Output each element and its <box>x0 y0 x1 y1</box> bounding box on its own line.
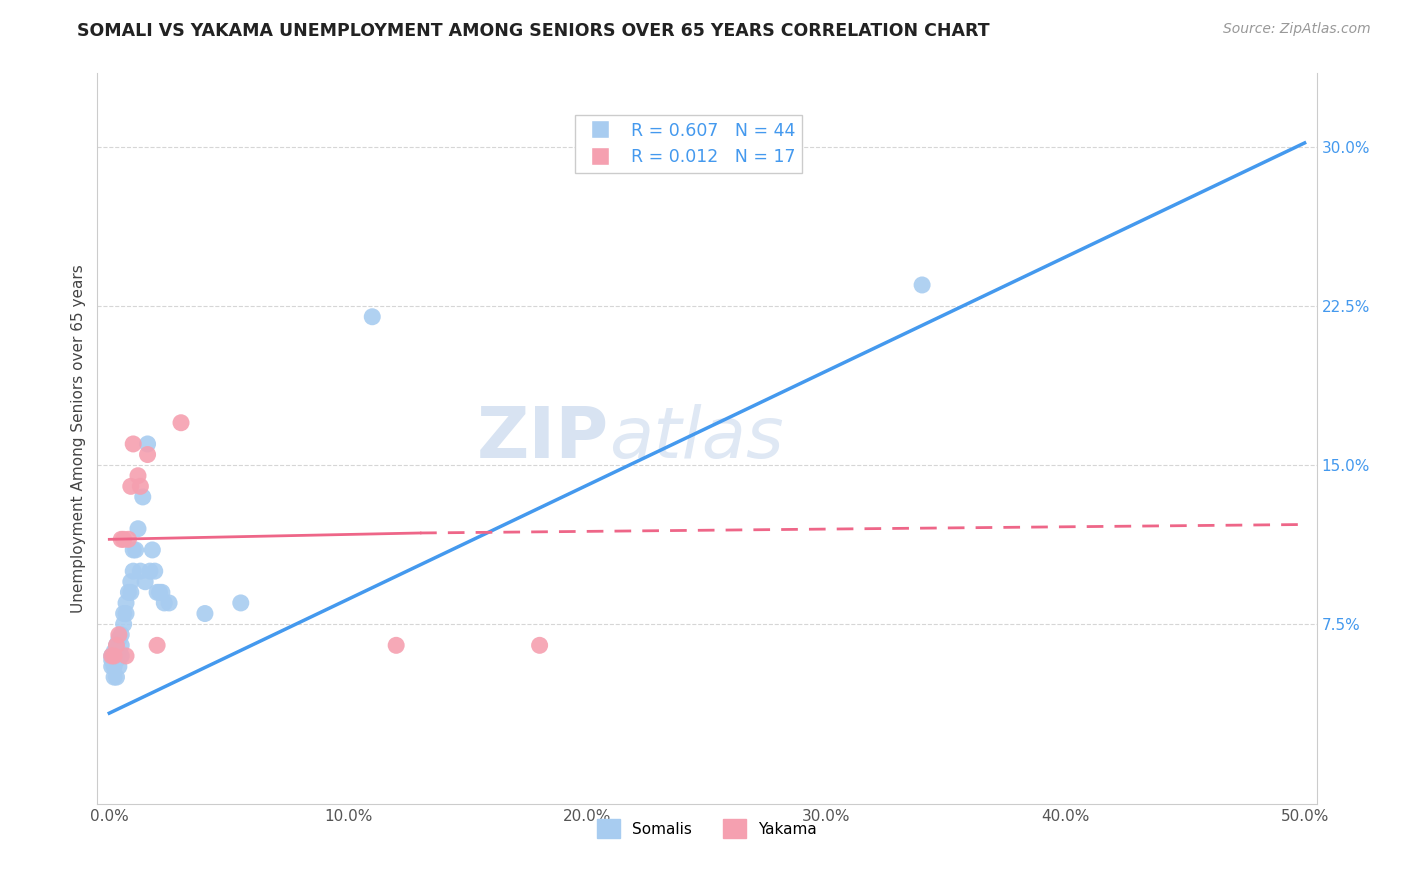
Point <box>127 522 149 536</box>
Point <box>115 607 138 621</box>
Point <box>105 638 128 652</box>
Point <box>120 585 142 599</box>
Point <box>136 448 159 462</box>
Point <box>103 648 125 663</box>
Point <box>361 310 384 324</box>
Point <box>136 437 159 451</box>
Point <box>120 574 142 589</box>
Point <box>122 437 145 451</box>
Point <box>108 659 131 673</box>
Text: SOMALI VS YAKAMA UNEMPLOYMENT AMONG SENIORS OVER 65 YEARS CORRELATION CHART: SOMALI VS YAKAMA UNEMPLOYMENT AMONG SENI… <box>77 22 990 40</box>
Point <box>129 479 152 493</box>
Point <box>911 277 934 292</box>
Legend: Somalis, Yakama: Somalis, Yakama <box>591 814 823 844</box>
Point <box>110 533 132 547</box>
Point <box>148 585 170 599</box>
Point <box>132 490 155 504</box>
Point <box>157 596 180 610</box>
Point <box>529 638 551 652</box>
Point <box>150 585 173 599</box>
Point <box>117 585 139 599</box>
Point <box>122 564 145 578</box>
Point <box>134 574 156 589</box>
Point <box>108 628 131 642</box>
Point <box>129 564 152 578</box>
Point <box>122 543 145 558</box>
Point <box>146 638 169 652</box>
Point <box>170 416 193 430</box>
Point <box>112 533 135 547</box>
Point <box>100 653 122 667</box>
Point <box>229 596 252 610</box>
Point <box>110 638 132 652</box>
Point <box>139 564 162 578</box>
Text: ZIP: ZIP <box>477 404 609 473</box>
Point <box>127 468 149 483</box>
Point <box>110 628 132 642</box>
Point <box>103 670 125 684</box>
Point <box>110 648 132 663</box>
Point <box>105 670 128 684</box>
Point <box>108 645 131 659</box>
Y-axis label: Unemployment Among Seniors over 65 years: Unemployment Among Seniors over 65 years <box>72 264 86 613</box>
Point <box>103 648 125 663</box>
Point <box>103 645 125 659</box>
Point <box>141 543 163 558</box>
Point <box>115 596 138 610</box>
Point <box>103 659 125 673</box>
Point <box>194 607 217 621</box>
Point <box>124 543 146 558</box>
Point <box>105 648 128 663</box>
Point <box>108 632 131 646</box>
Point <box>100 659 122 673</box>
Point <box>112 607 135 621</box>
Point <box>143 564 166 578</box>
Point <box>105 638 128 652</box>
Text: Source: ZipAtlas.com: Source: ZipAtlas.com <box>1223 22 1371 37</box>
Point <box>100 648 122 663</box>
Point <box>115 648 138 663</box>
Text: atlas: atlas <box>609 404 785 473</box>
Point <box>112 617 135 632</box>
Point <box>385 638 408 652</box>
Point <box>146 585 169 599</box>
Point <box>100 648 122 663</box>
Point <box>153 596 176 610</box>
Point <box>105 653 128 667</box>
Point <box>117 533 139 547</box>
Point <box>120 479 142 493</box>
